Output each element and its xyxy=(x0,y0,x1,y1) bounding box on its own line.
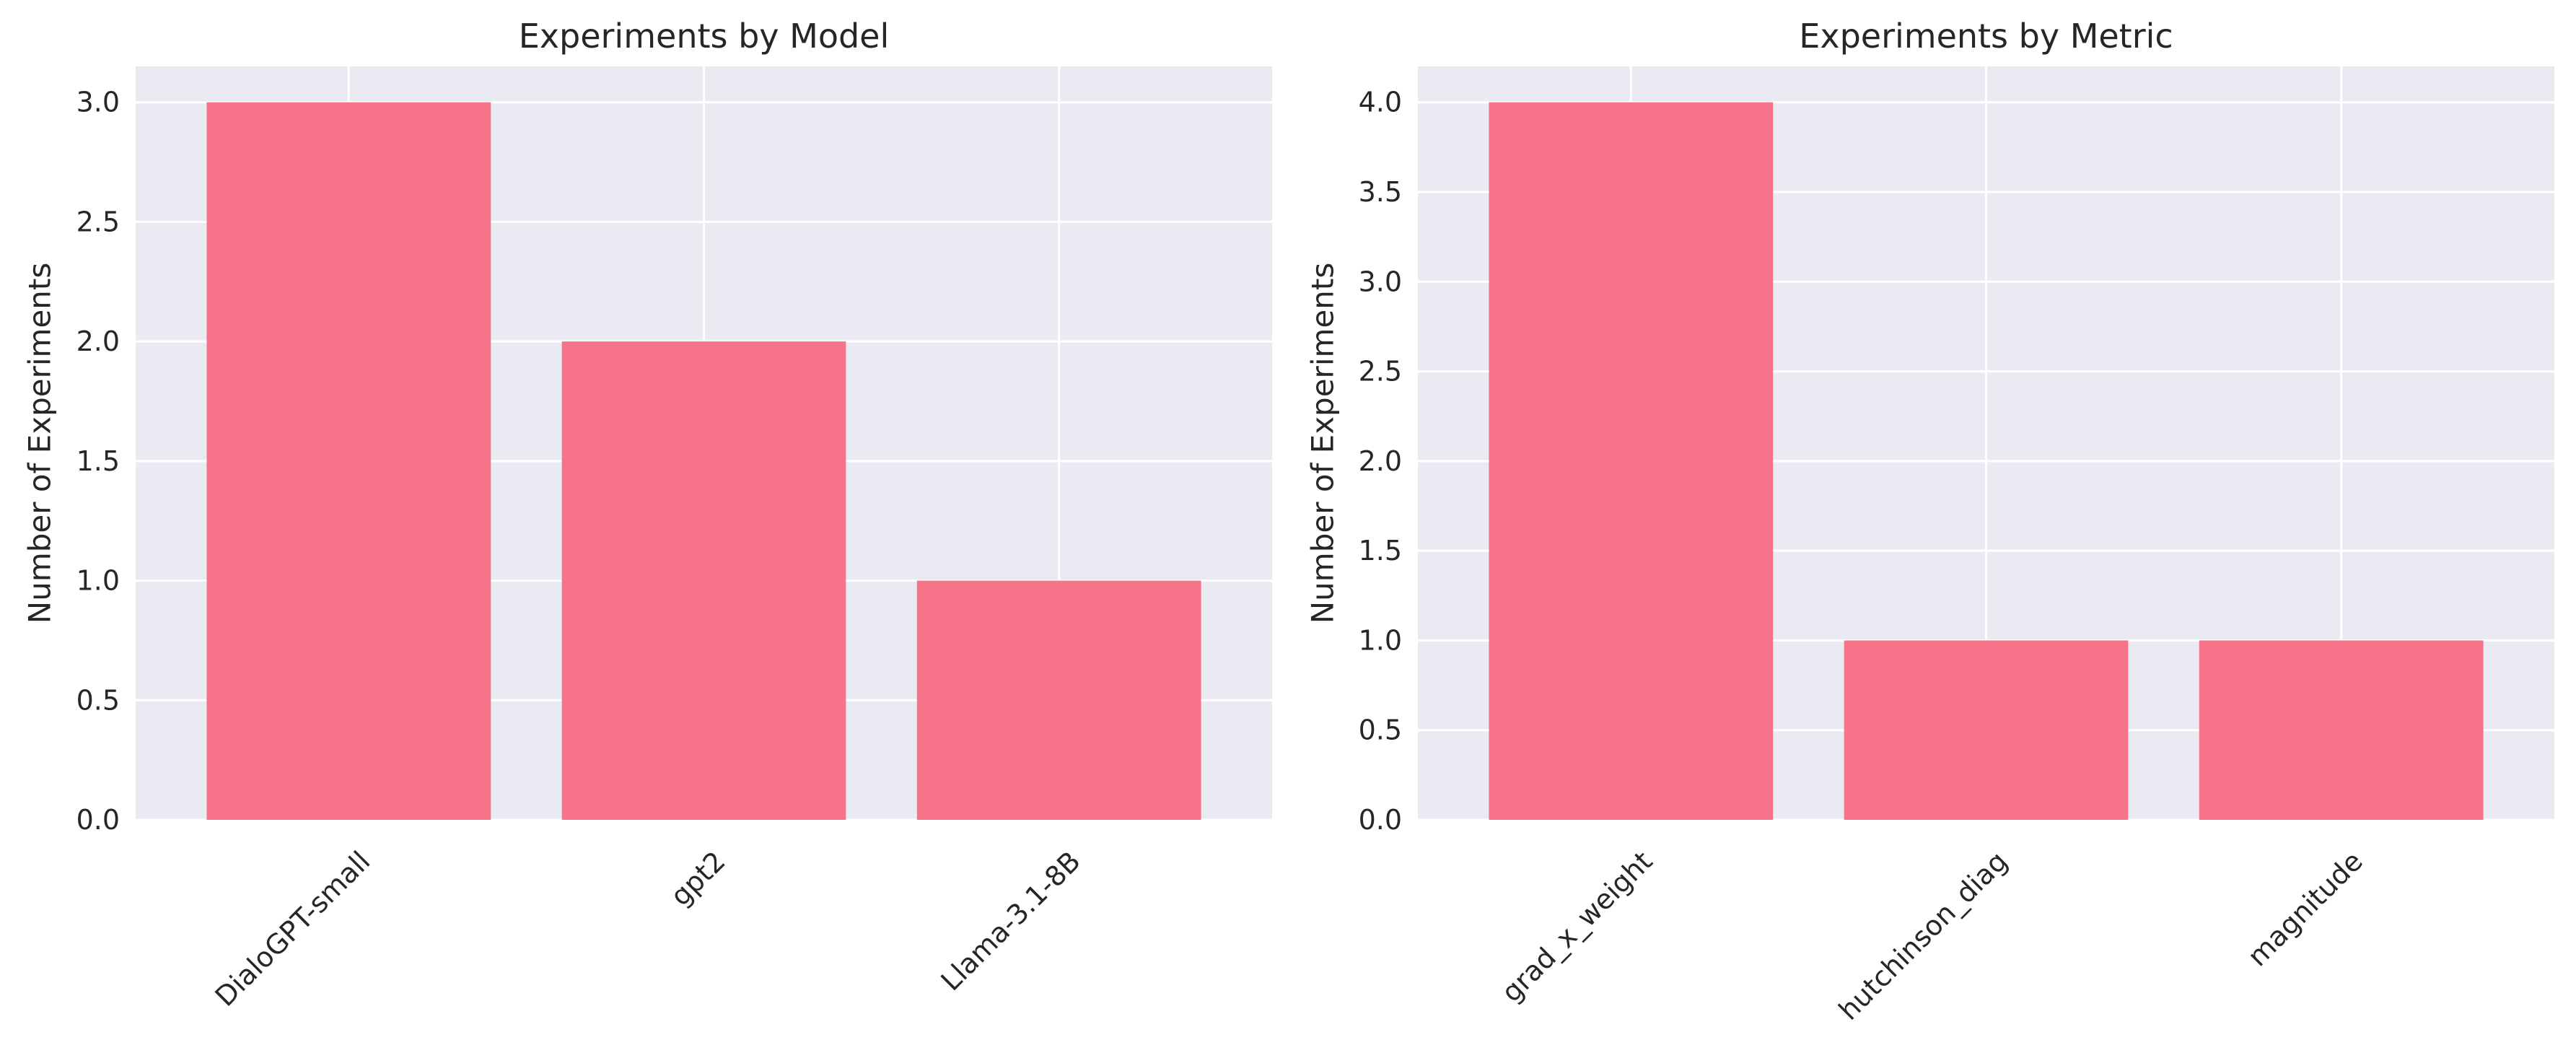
y-tick-label: 2.5 xyxy=(76,206,120,237)
y-tick-label: 2.0 xyxy=(1359,445,1402,477)
y-axis-label: Number of Experiments xyxy=(1305,263,1341,624)
y-tick-label: 1.0 xyxy=(1359,624,1402,656)
y-tick-label: 0.0 xyxy=(76,804,120,836)
y-tick-label: 3.0 xyxy=(76,87,120,118)
x-tick-label: hutchinson_diag xyxy=(1833,845,2014,1026)
y-tick-label: 3.0 xyxy=(1359,266,1402,297)
chart-experiments-by-model: 0.0 0.5 1.0 1.5 2.0 2.5 3.0 DialoGPT-small gpt2 L… xyxy=(22,17,1272,1013)
bar-hutchinson-diag xyxy=(1844,640,2129,820)
y-tick-label: 1.5 xyxy=(1359,535,1402,567)
y-tick-label: 4.0 xyxy=(1359,87,1402,118)
y-tick-label: 2.0 xyxy=(76,325,120,357)
y-tick-label: 1.5 xyxy=(76,445,120,477)
x-tick-label: DialoGPT-small xyxy=(209,845,377,1013)
y-tick-label: 2.5 xyxy=(1359,356,1402,388)
x-tick-label: gpt2 xyxy=(665,845,732,912)
x-tick-label: Llama-3.1-8B xyxy=(935,845,1087,997)
chart-title: Experiments by Metric xyxy=(1799,17,2173,56)
y-tick-label: 0.5 xyxy=(1359,714,1402,746)
bar-gpt2 xyxy=(561,341,846,821)
chart-title: Experiments by Model xyxy=(519,17,890,56)
bar-dialogpt-small xyxy=(206,102,491,820)
bar-magnitude xyxy=(2199,640,2484,820)
y-tick-label: 1.0 xyxy=(76,565,120,597)
y-tick-label: 3.5 xyxy=(1359,176,1402,208)
y-axis-label: Number of Experiments xyxy=(22,263,58,624)
x-tick-label: magnitude xyxy=(2241,845,2368,972)
x-tick-label: grad_x_weight xyxy=(1495,845,1658,1008)
chart-experiments-by-metric: 0.0 0.5 1.0 1.5 2.0 2.5 3.0 3.5 4.0 grad_x_weight… xyxy=(1305,17,2554,1026)
bar-llama-3-1-8b xyxy=(916,580,1201,820)
y-tick-label: 0.5 xyxy=(76,684,120,716)
y-tick-label: 0.0 xyxy=(1359,804,1402,836)
bar-grad-x-weight xyxy=(1489,102,1774,820)
